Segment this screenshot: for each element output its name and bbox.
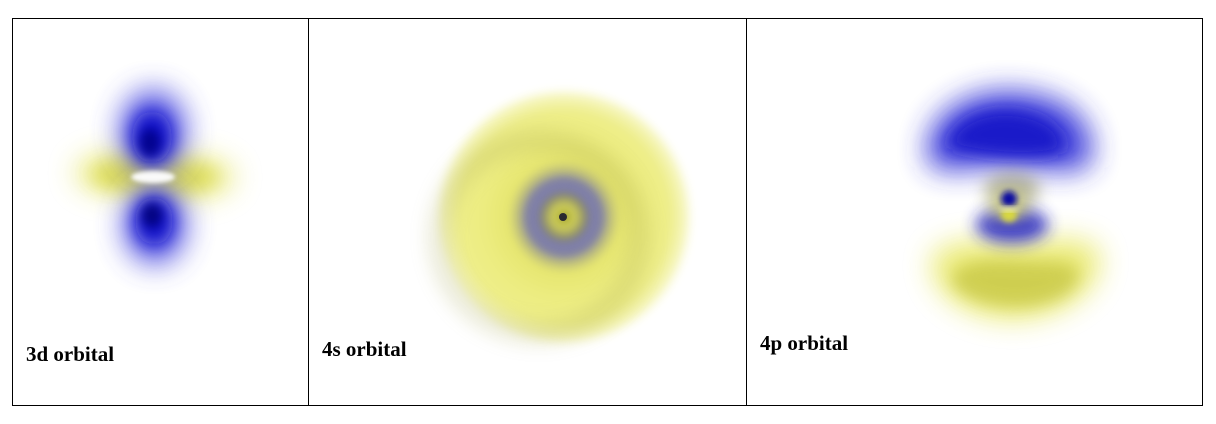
label-4p-orbital: 4p orbital: [760, 331, 849, 355]
panel-4s-orbital: 4s orbital: [308, 18, 747, 406]
orbital-row: 3d orbital: [12, 18, 1203, 406]
4p-inner-nodes: [976, 173, 1048, 243]
3d-blue-lobe-top: [119, 89, 187, 173]
4p-blue-outer-lobe: [926, 90, 1093, 172]
4s-nucleus: [559, 213, 567, 221]
orbital-comparison-table: 3d orbital: [12, 18, 1203, 406]
4p-inner-lobes: [999, 191, 1019, 222]
label-3d-orbital: 3d orbital: [26, 342, 115, 366]
panel-3d-orbital: 3d orbital: [12, 18, 309, 406]
panel-4p-orbital: 4p orbital: [746, 18, 1203, 406]
4s-shell-shading: [430, 132, 648, 342]
4p-orbital-image: [926, 90, 1100, 320]
3d-node-center: [131, 171, 175, 183]
3d-blue-lobe-bottom: [123, 185, 187, 265]
label-4s-orbital: 4s orbital: [322, 337, 407, 361]
4p-yellow-outer-lobe: [931, 239, 1100, 320]
3d-orbital-image: [75, 89, 235, 265]
4s-orbital-image: [430, 87, 696, 355]
